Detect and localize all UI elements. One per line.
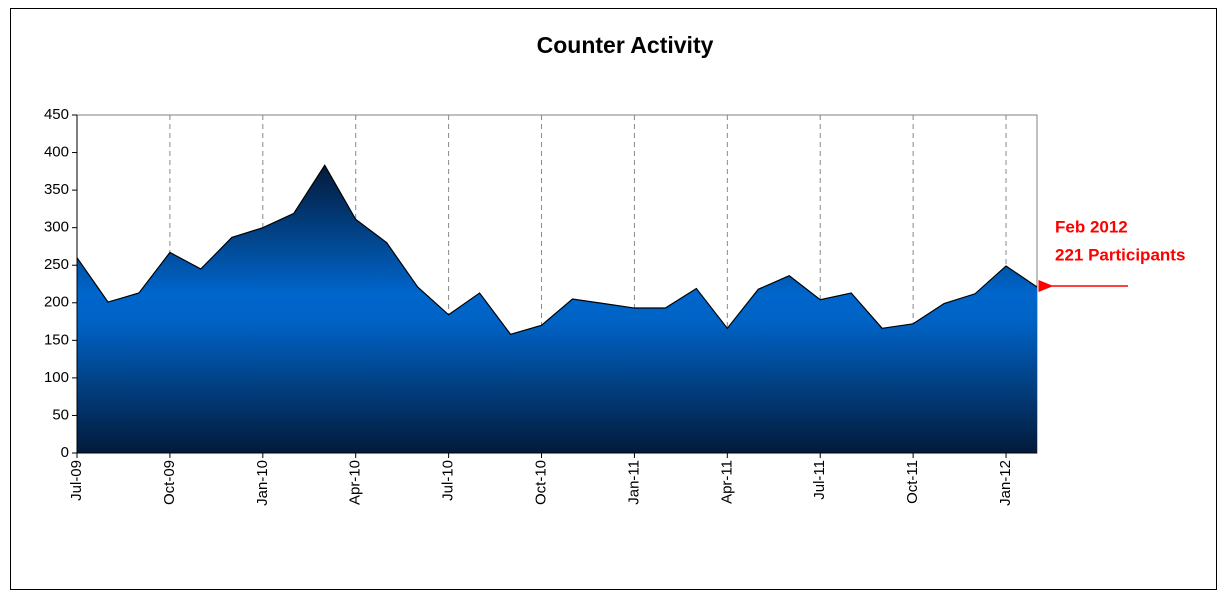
x-tick-label: Jul-11	[811, 460, 828, 500]
annotation: Feb 2012	[1055, 217, 1128, 236]
x-tick-label: Oct-11	[904, 460, 921, 504]
area	[77, 165, 1037, 453]
x-tick-label: Jan-12	[997, 460, 1014, 506]
x-tick-label: Apr-10	[347, 460, 364, 505]
x-tick-label: Jan-10	[254, 460, 271, 506]
annotation: 221 Participants	[1055, 245, 1185, 264]
x-tick-label: Oct-09	[161, 460, 178, 505]
y-tick-label: 200	[44, 294, 69, 311]
y-tick-label: 50	[52, 406, 69, 423]
area-line	[76, 164, 1038, 336]
y-tick-label: 100	[44, 369, 69, 386]
y-tick-label: 150	[44, 331, 69, 348]
x-tick-label: Jan-11	[625, 460, 642, 505]
y-tick-label: 400	[44, 144, 69, 161]
y-tick-label: 250	[44, 256, 69, 273]
y-tick-label: 300	[44, 219, 69, 236]
y-tick-label: 450	[44, 106, 69, 123]
y-tick-label: 350	[44, 181, 69, 198]
chart-title: Counter Activity	[537, 32, 714, 58]
x-tick-label: Jul-10	[440, 460, 457, 501]
y-tick-label: 0	[61, 444, 69, 461]
x-tick-label: Jul-09	[68, 460, 85, 501]
x-tick-label: Apr-11	[718, 460, 735, 504]
x-tick-label: Oct-10	[532, 460, 549, 505]
